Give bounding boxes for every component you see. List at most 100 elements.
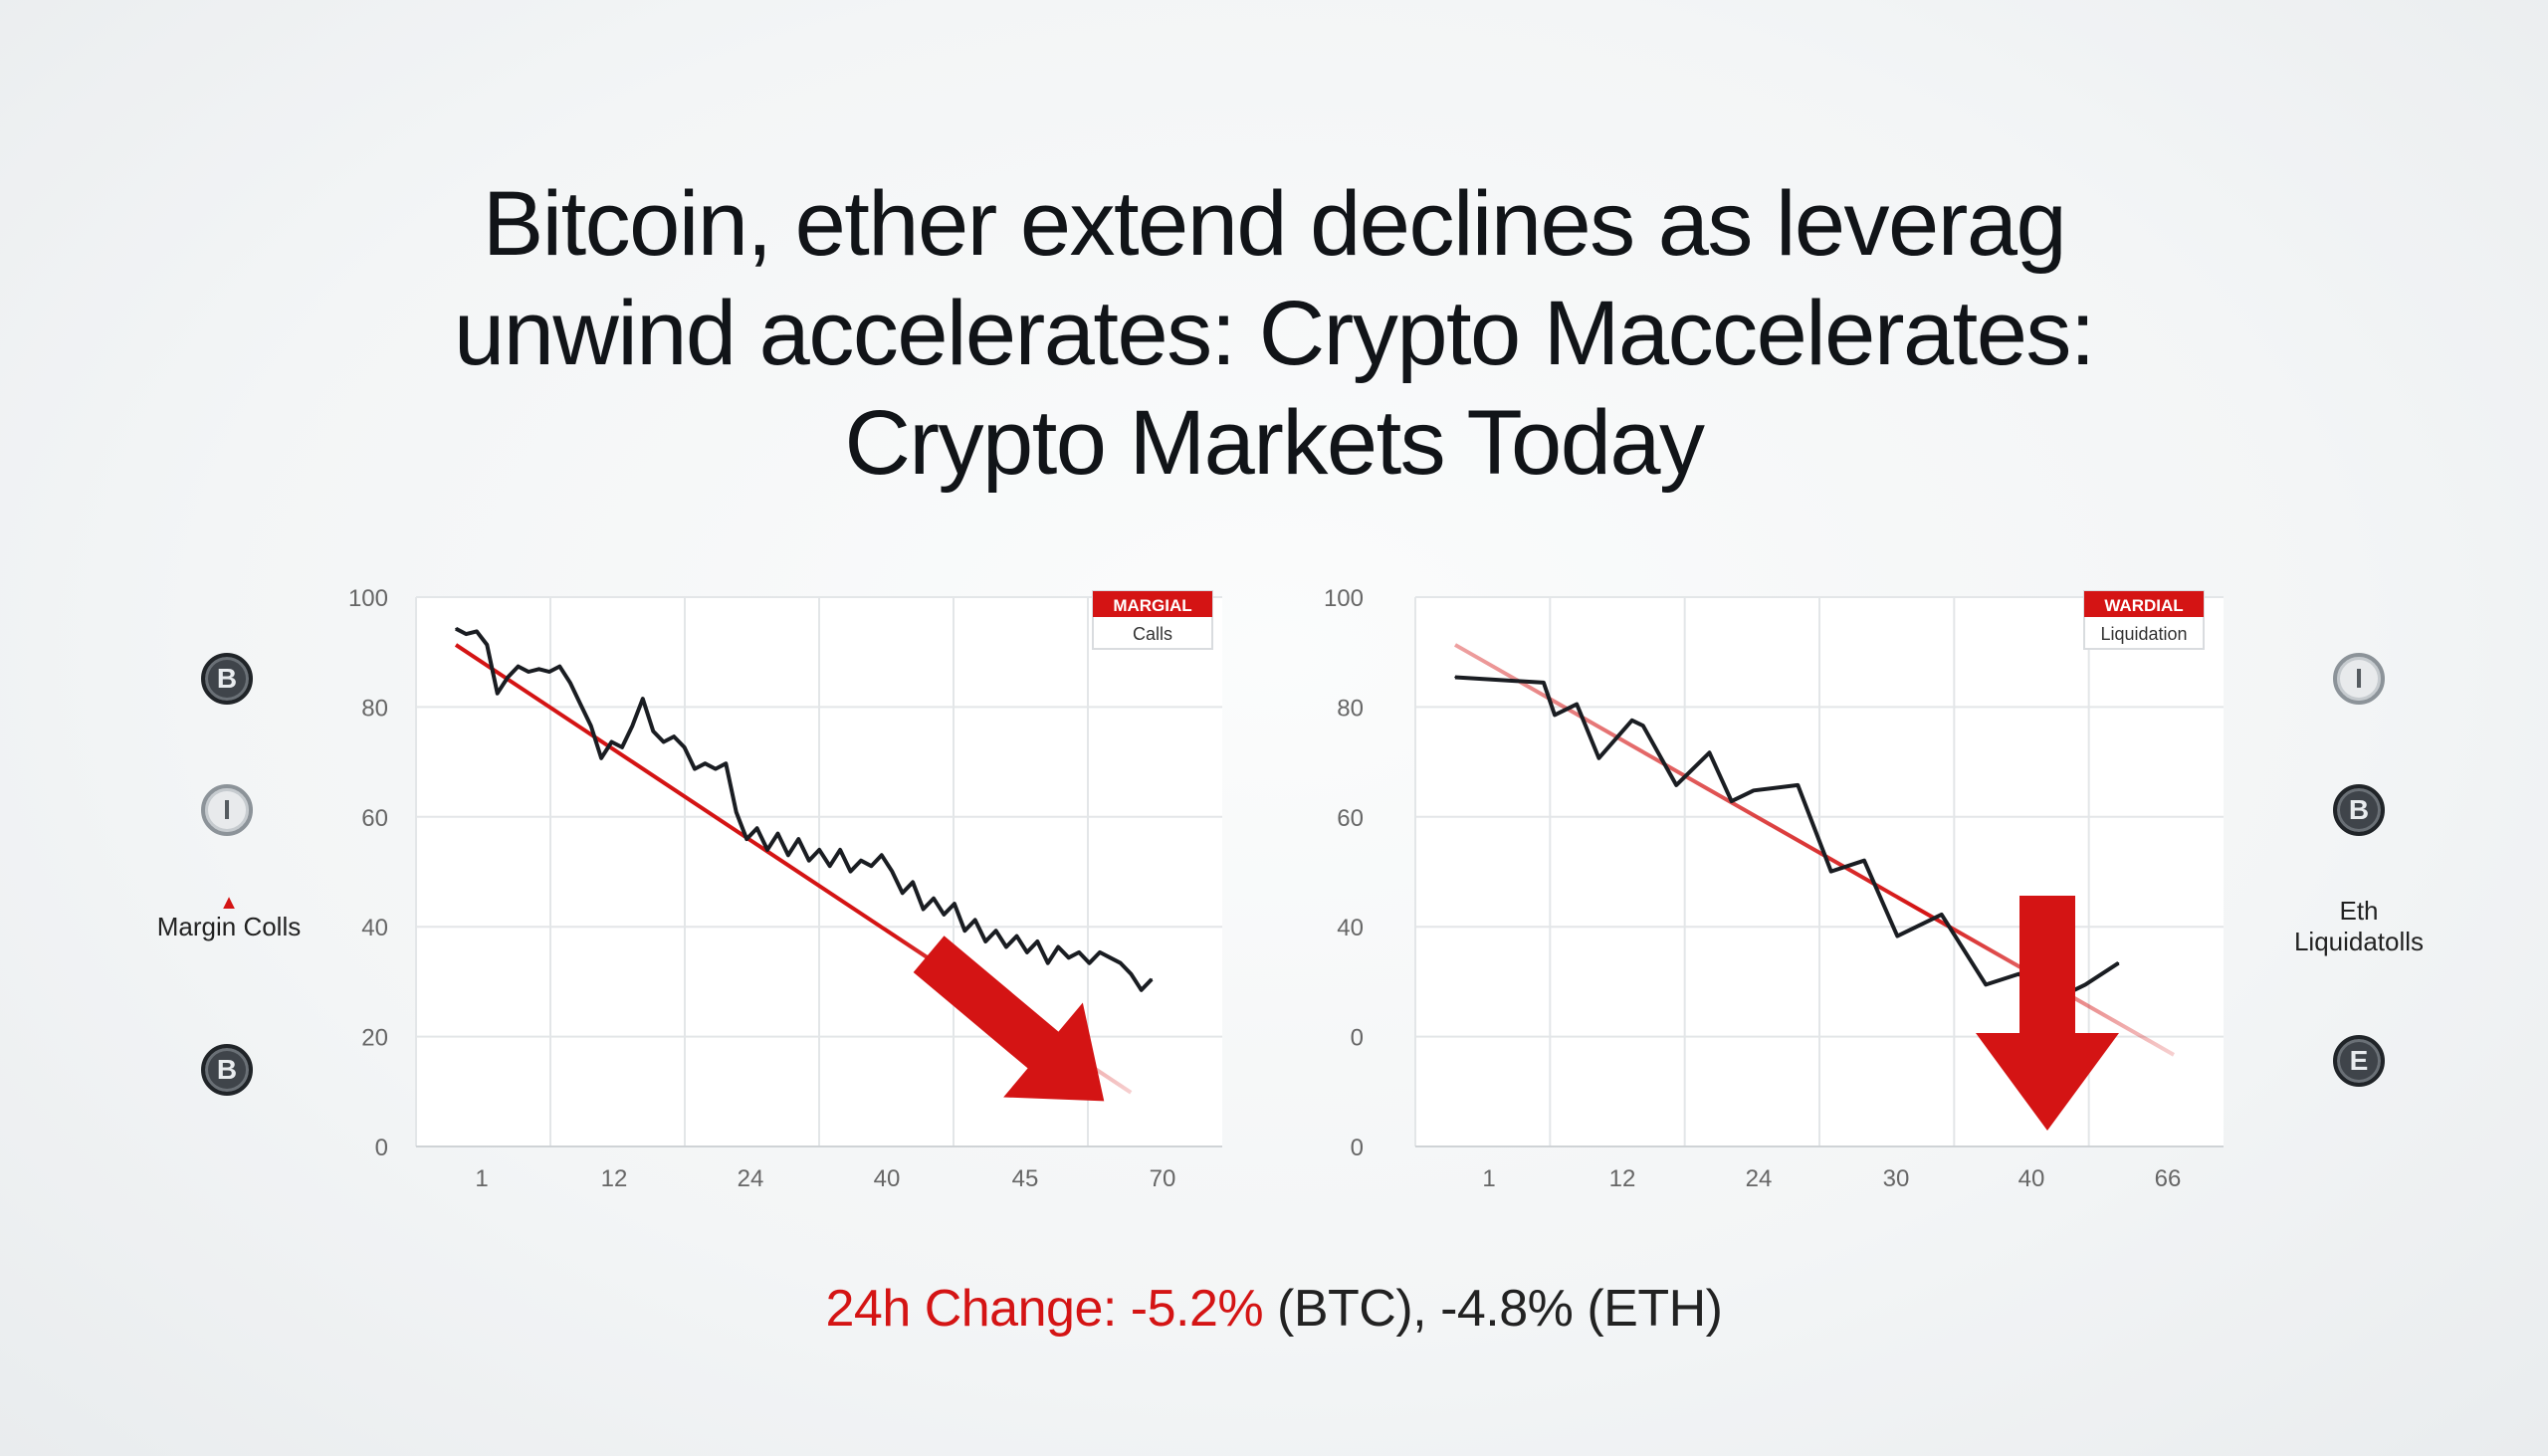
headline: Bitcoin, ether extend declines as levera… [299,169,2249,498]
data-point [1120,961,1122,964]
data-point [589,725,592,728]
x-tick-label: 40 [2018,1165,2045,1192]
liquidations-label: Liquidatolls [2293,927,2425,956]
data-point [870,865,873,867]
data-point [662,740,665,743]
data-point [922,908,925,911]
data-point [465,633,468,635]
data-point [1005,945,1007,948]
data-point [963,930,966,932]
data-point [973,919,976,922]
right-side-label: Eth Liquidatolls [2269,896,2448,957]
data-point [1896,935,1899,937]
x-tick-label: 1 [1482,1165,1495,1192]
data-point [1708,751,1711,754]
y-tick-label: 100 [1324,585,1364,612]
data-point [901,892,904,895]
left-side-label: ▲ Margin Colls [139,892,318,942]
badge-header [1093,591,1212,617]
data-point [1940,914,1943,916]
badge-subtitle: Liquidation [2100,624,2187,644]
data-point [1140,989,1143,991]
coin-icon: I [201,784,253,836]
data-point [1015,935,1018,937]
data-point [537,668,540,671]
data-point [1099,951,1101,953]
btc-chart: 100 80 60 40 20 0 1 12 24 40 45 70 MARGIAL Calls [348,585,1222,1192]
data-point [860,859,862,862]
data-point [600,756,602,759]
y-tick-label: 60 [361,805,388,832]
price-change-summary: 24h Change: -5.2% (BTC), -4.8% (ETH) [0,1279,2548,1339]
data-point [787,854,789,857]
arrow-shape [913,936,1105,1102]
data-point [839,849,841,851]
headline-line-3: Crypto Markets Today [844,392,1705,494]
data-point [994,930,997,932]
data-point [652,729,655,732]
data-point [455,627,457,630]
coin-icon: E [2333,1035,2385,1087]
y-tick-label: 0 [1351,1025,1364,1052]
data-point [1543,682,1545,684]
data-point [912,881,914,884]
x-tick-label: 12 [1609,1165,1636,1192]
data-point [933,897,935,900]
data-point [1026,951,1028,953]
data-point [943,914,946,916]
data-point [528,671,530,673]
data-point [1630,720,1633,722]
badge-title: WARDIAL [2104,596,2183,615]
data-point [1554,714,1556,717]
data-point [496,692,499,695]
margin-calls-label: Margin Colls [156,912,302,941]
y-tick-label: 60 [1337,805,1364,832]
badge-title: MARGIAL [1113,596,1191,615]
arrow-shape [1976,896,2119,1131]
change-red-text: 24h Change: -5.2% [825,1280,1264,1338]
data-point [1151,978,1153,980]
data-point [735,811,738,813]
x-tick-label: 24 [1746,1165,1773,1192]
data-point [1046,961,1049,964]
warning-triangle-icon: ▲ [219,892,239,914]
coin-icon: B [201,1044,253,1096]
badge-header [2084,591,2204,617]
data-point [828,865,831,867]
data-point [610,740,613,743]
data-point [954,903,956,905]
badge-subtitle: Calls [1133,624,1172,644]
headline-line-2: unwind accelerates: Crypto Maccelerates: [454,283,2095,384]
data-point [1642,725,1644,728]
data-point [1753,789,1755,792]
data-point [476,630,478,633]
data-point [642,698,644,700]
data-point [1863,859,1865,862]
headline-line-1: Bitcoin, ether extend declines as levera… [482,173,2067,275]
change-rest-text: (BTC), -4.8% (ETH) [1263,1280,1723,1338]
x-tick-label: 45 [1012,1165,1039,1192]
data-point [1454,676,1456,679]
coin-icon: B [201,653,253,705]
data-point [797,838,800,840]
data-point [1576,703,1578,706]
data-point [558,665,561,668]
data-point [1829,870,1832,873]
y-tick-label: 40 [361,915,388,941]
x-tick-label: 12 [601,1165,628,1192]
x-tick-label: 40 [874,1165,901,1192]
data-point [745,838,747,840]
data-point [517,665,520,668]
data-point [548,671,550,673]
y-tick-label: 80 [361,695,388,722]
data-point [715,767,717,770]
data-point [1797,784,1800,786]
data-point [2117,961,2120,964]
x-tick-label: 24 [738,1165,764,1192]
x-tick-label: 66 [2155,1165,2182,1192]
data-point [568,682,571,684]
y-tick-label: 100 [348,585,388,612]
data-point [807,859,810,862]
data-point [1675,784,1677,786]
